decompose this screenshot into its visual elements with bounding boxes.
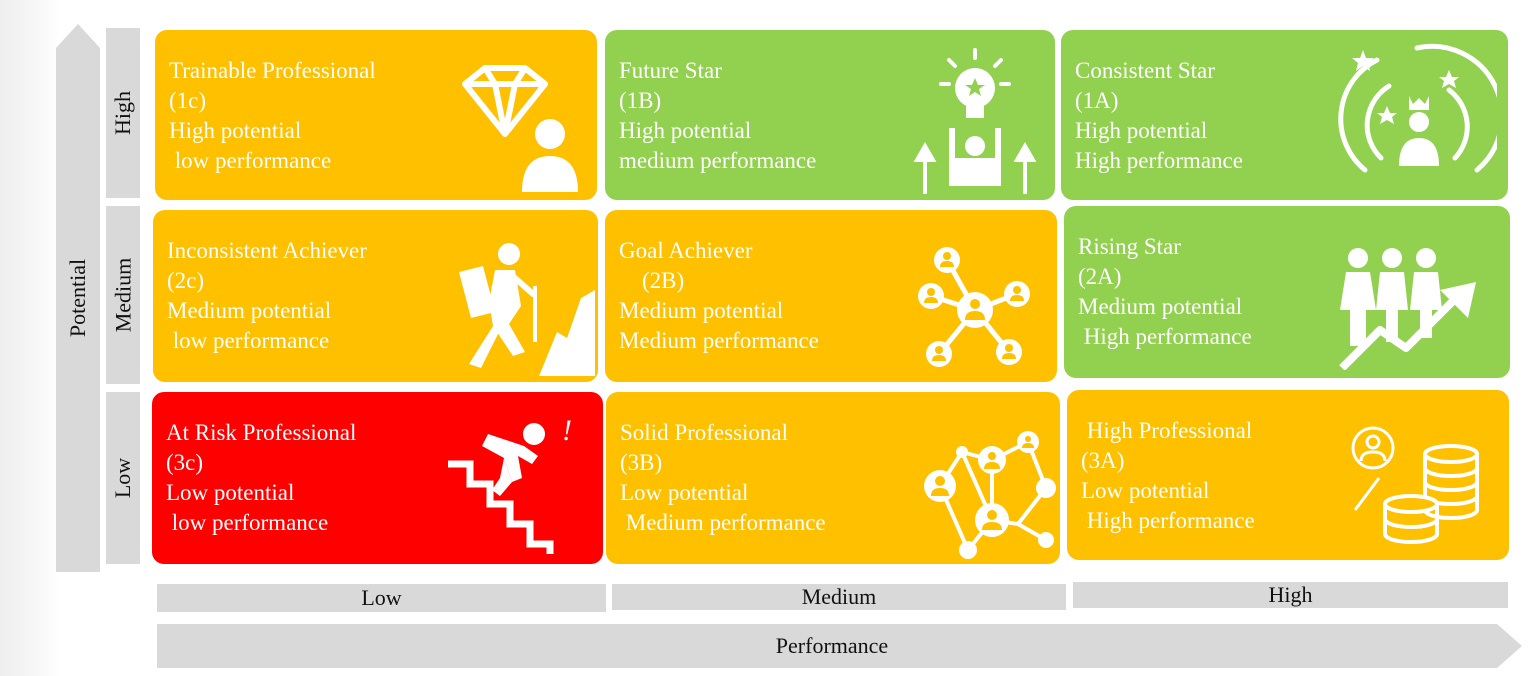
cell-title: Goal Achiever <box>619 238 753 263</box>
cell-performance: Medium performance <box>619 328 819 353</box>
cell-at-risk-professional: At Risk Professional (3c) Low potential … <box>152 392 603 564</box>
cell-code: (3A) <box>1081 448 1125 473</box>
hiker-icon <box>459 243 595 376</box>
cell-code: (2A) <box>1078 264 1122 289</box>
column-label-medium: Medium <box>612 584 1066 610</box>
cell-title: Future Star <box>619 58 722 83</box>
cell-performance: low performance <box>166 510 329 535</box>
lightbulb-growth-icon <box>913 48 1037 194</box>
cell-code: (3c) <box>166 450 204 475</box>
team-growth-icon <box>1339 248 1476 370</box>
cell-trainable-professional: Trainable Professional (1c) High potenti… <box>155 30 597 200</box>
cell-title: At Risk Professional <box>166 420 357 445</box>
potential-axis-arrow <box>56 24 100 572</box>
cell-performance: medium performance <box>619 148 817 173</box>
diamond-person-icon <box>462 65 578 192</box>
cell-performance: High performance <box>1075 148 1243 173</box>
star-crown-person-icon <box>1338 43 1497 173</box>
cell-title: High Professional <box>1081 418 1253 443</box>
cell-goal-achiever: Goal Achiever (2B) Medium potential Medi… <box>605 210 1057 382</box>
cell-title: Trainable Professional <box>169 58 376 83</box>
cell-code: (2c) <box>167 268 205 293</box>
cell-title: Solid Professional <box>620 420 789 445</box>
potential-axis-label: Potential <box>65 258 90 338</box>
background-stripe <box>0 0 60 676</box>
cell-potential: Medium potential <box>1078 294 1243 319</box>
cell-rising-star: Rising Star (2A) Medium potential High p… <box>1064 206 1510 378</box>
column-label-low: Low <box>157 584 606 612</box>
cell-potential: High potential <box>169 118 302 143</box>
cell-title: Inconsistent Achiever <box>167 238 367 263</box>
cell-potential: Medium potential <box>167 298 332 323</box>
coins-person-icon <box>1351 426 1479 544</box>
falling-stairs-icon: ! <box>448 414 572 554</box>
cell-potential: High potential <box>619 118 752 143</box>
cell-performance: low performance <box>169 148 332 173</box>
cell-potential: High potential <box>1075 118 1208 143</box>
cell-performance: Medium performance <box>620 510 826 535</box>
cell-title: Consistent Star <box>1075 58 1215 83</box>
cell-code: (3B) <box>620 450 663 475</box>
cell-potential: Medium potential <box>619 298 784 323</box>
cell-solid-professional: Solid Professional (3B) Low potential Me… <box>606 392 1060 564</box>
cell-code: (1B) <box>619 88 662 113</box>
cell-inconsistent-achiever: Inconsistent Achiever (2c) Medium potent… <box>153 210 598 382</box>
row-label-high: High <box>106 28 140 198</box>
performance-axis-arrow <box>157 624 1522 668</box>
cell-potential: Low potential <box>1081 478 1210 503</box>
row-label-low: Low <box>106 392 140 564</box>
cell-performance: High performance <box>1078 324 1252 349</box>
cell-code: (2B) <box>619 268 685 293</box>
performance-axis-label: Performance <box>775 633 889 658</box>
cell-high-professional: High Professional (3A) Low potential Hig… <box>1067 390 1509 560</box>
people-network-icon <box>924 431 1056 559</box>
cell-performance: low performance <box>167 328 330 353</box>
cell-potential: Low potential <box>166 480 295 505</box>
svg-text:!: ! <box>562 414 572 447</box>
cell-future-star: Future Star (1B) High potential medium p… <box>605 30 1055 200</box>
row-label-medium: Medium <box>106 206 140 384</box>
cell-code: (1A) <box>1075 88 1119 113</box>
column-label-high: High <box>1073 582 1508 608</box>
cell-potential: Low potential <box>620 480 749 505</box>
cell-performance: High performance <box>1081 508 1255 533</box>
cell-title: Rising Star <box>1078 234 1181 259</box>
cell-consistent-star: Consistent Star (1A) High potential High… <box>1061 30 1508 200</box>
cell-code: (1c) <box>169 88 207 113</box>
network-hub-icon <box>918 247 1030 367</box>
